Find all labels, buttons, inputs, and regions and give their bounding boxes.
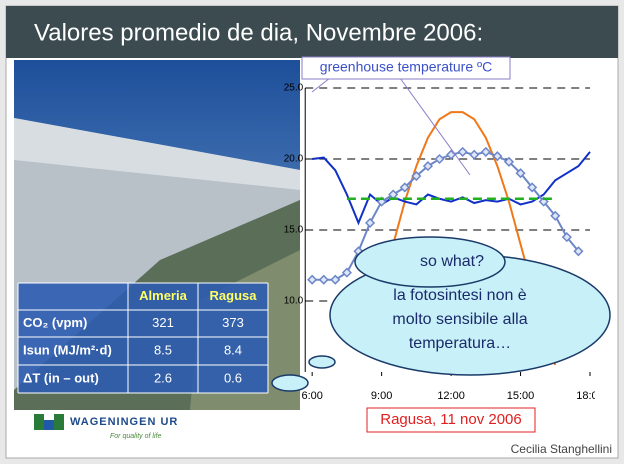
y-tick-label: 15.0 xyxy=(284,225,304,236)
data-table: Almeria Ragusa CO₂ (vpm) 321 373 Isun (MJ/m²·… xyxy=(18,283,268,393)
row-label: CO₂ (vpm) xyxy=(23,315,87,330)
cell: 373 xyxy=(222,315,244,330)
x-tick-label: 12:00 xyxy=(437,390,465,402)
x-tick-label: 6:00 xyxy=(301,390,322,402)
row-label: Isun (MJ/m²·d) xyxy=(23,342,112,357)
cell: 2.6 xyxy=(154,370,172,385)
place-date: Ragusa, 11 nov 2006 xyxy=(380,411,522,428)
cloud-text: molto sensibile alla xyxy=(392,311,527,328)
y-tick-label: 10.0 xyxy=(284,296,304,307)
cloud-text: so what? xyxy=(420,253,484,270)
cloud-text: temperatura… xyxy=(409,335,511,352)
title: Valores promedio de dia, Novembre 2006: xyxy=(34,19,483,46)
cell: 8.4 xyxy=(224,342,242,357)
row-label: ΔT (in – out) xyxy=(23,370,99,385)
x-tick-label: 9:00 xyxy=(371,390,392,402)
logo-text: WAGENINGEN UR xyxy=(70,416,178,428)
author: Cecilia Stanghellini xyxy=(511,442,612,456)
tagline: For quality of life xyxy=(110,433,161,440)
y-tick-label: 20.0 xyxy=(284,154,304,165)
cell: 321 xyxy=(152,315,174,330)
series-label: greenhouse temperature ºC xyxy=(320,59,492,75)
column-header: Ragusa xyxy=(210,288,258,303)
slide: Valores promedio de dia, Novembre 2006: … xyxy=(0,0,624,464)
y-tick-label: 25.0 xyxy=(284,83,304,94)
cell: 8.5 xyxy=(154,342,172,357)
column-header: Almeria xyxy=(139,288,187,303)
x-tick-label: 15:00 xyxy=(507,390,535,402)
page: {"header": {"title": "Valores promedio d… xyxy=(0,0,624,469)
cloud-text: la fotosintesi non è xyxy=(393,287,527,304)
cell: 0.6 xyxy=(224,370,242,385)
